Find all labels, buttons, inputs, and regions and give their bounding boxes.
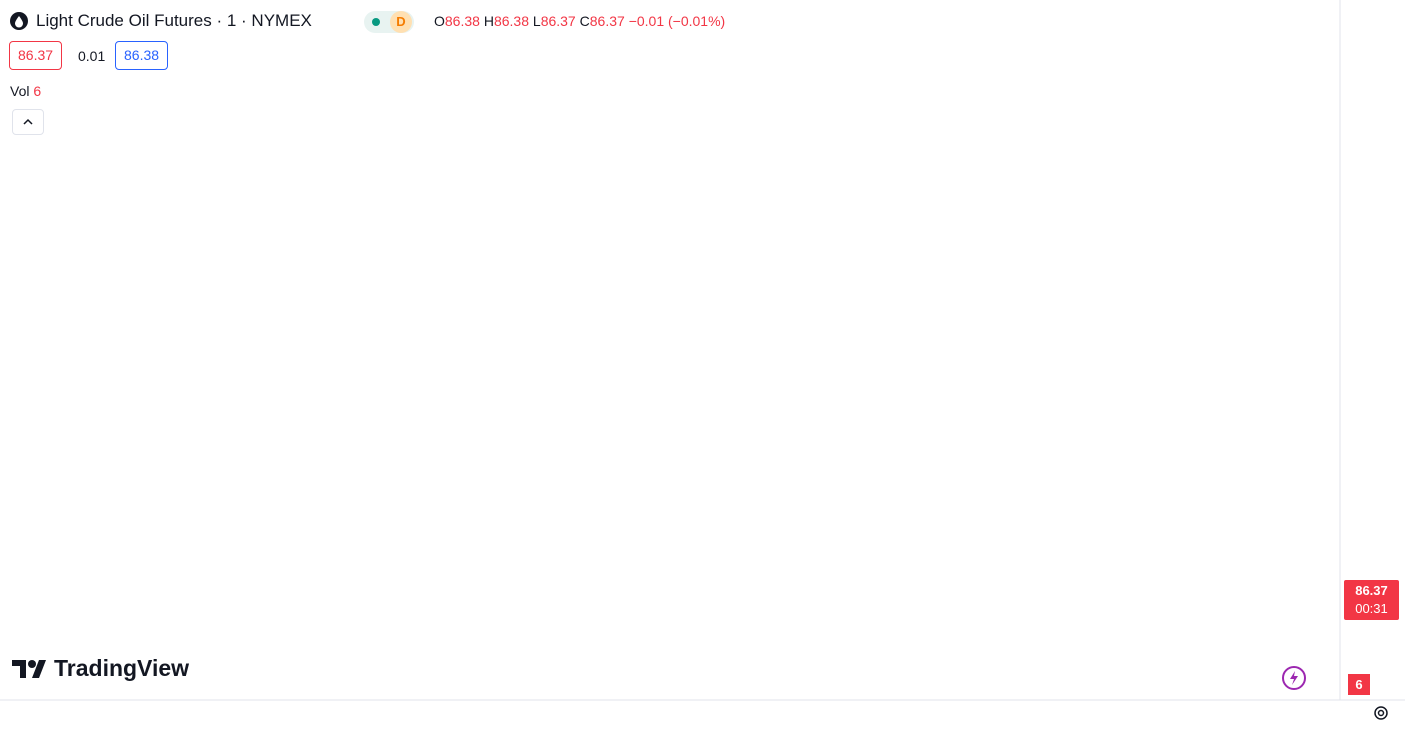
status-pill[interactable]: D <box>364 11 414 33</box>
last-volume-label: 6 <box>1348 674 1370 695</box>
ohlc-legend: O86.38 H86.38 L86.37 C86.37 −0.01 (−0.01… <box>434 13 725 29</box>
alert-button[interactable] <box>1282 666 1306 690</box>
settings-icon[interactable] <box>1371 703 1391 723</box>
ohlc-value: 86.37 <box>540 13 576 29</box>
ohlc-label: O <box>434 13 445 29</box>
last-price-label: 86.37 00:31 <box>1344 580 1399 620</box>
symbol-title[interactable]: Light Crude Oil Futures · 1 · NYMEX <box>36 11 312 30</box>
last-price: 86.37 <box>1355 583 1388 598</box>
countdown: 00:31 <box>1355 601 1388 616</box>
collapse-button[interactable] <box>12 109 44 135</box>
symbol-icon <box>10 12 28 30</box>
ohlc-label: L <box>532 13 541 29</box>
bolt-icon <box>1290 671 1298 685</box>
logo: TradingView <box>12 655 189 682</box>
change: −0.01 (−0.01%) <box>628 13 726 29</box>
ohlc-value: 86.37 <box>589 13 625 29</box>
ohlc-label: C <box>579 13 590 29</box>
buy-button[interactable]: 86.38 <box>115 41 169 70</box>
volume-label: Vol <box>10 83 30 99</box>
sell-button[interactable]: 86.37 <box>9 41 63 70</box>
ohlc-value: 86.38 <box>493 13 529 29</box>
ohlc-value: 86.38 <box>444 13 480 29</box>
logo-icon <box>12 659 46 678</box>
volume-value: 6 <box>33 83 42 99</box>
logo-text: TradingView <box>54 655 190 681</box>
ohlc-label: H <box>483 13 494 29</box>
volume-legend: Vol 6 <box>10 83 41 99</box>
chevron-icon <box>23 118 33 125</box>
spread: 0.01 <box>78 48 106 64</box>
badge: D <box>390 11 412 33</box>
